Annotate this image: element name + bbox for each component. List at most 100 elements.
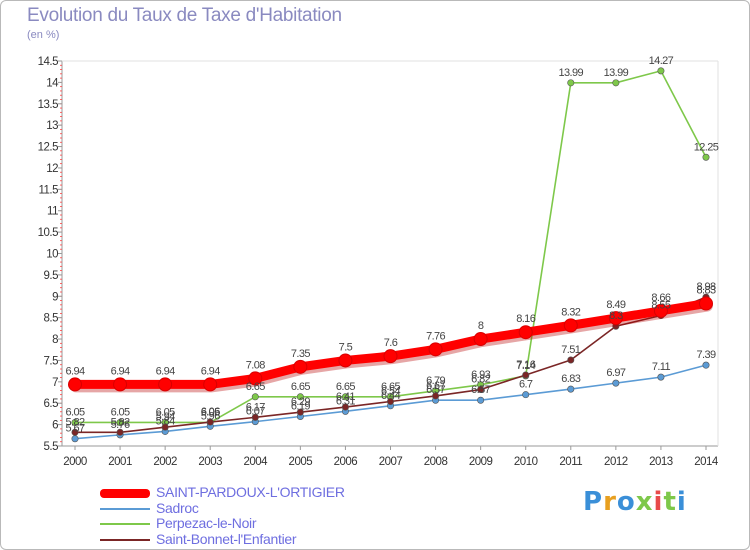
data-label: 7.08 <box>246 359 265 371</box>
data-point <box>699 296 713 311</box>
data-labels-layer: 6.05 6.05 6.05 6.05 6.65 6.65 6.65 6.65 6.79 6.93… <box>65 55 719 435</box>
data-label: 7.16 <box>516 359 535 371</box>
y-tick-label: 10 <box>46 249 58 261</box>
x-tick-label: 2008 <box>424 456 448 468</box>
legend: SAINT-PARDOUX-L'ORTIGIER Sadroc Perpezac-l… <box>100 484 420 548</box>
y-tick-label: 7 <box>52 377 58 389</box>
data-label: 8 <box>478 320 484 332</box>
data-label: 6.79 <box>426 375 445 387</box>
data-point <box>203 377 218 392</box>
y-tick-label: 7.5 <box>44 355 59 367</box>
data-label: 6.65 <box>381 381 400 393</box>
legend-swatch <box>100 538 150 541</box>
series-layer <box>68 67 713 443</box>
data-label: 8.83 <box>696 285 715 297</box>
data-label: 8.3 <box>609 310 623 322</box>
legend-label: Perpezac-le-Noir <box>156 515 257 531</box>
legend-item: SAINT-PARDOUX-L'ORTIGIER <box>100 484 420 501</box>
data-label: 6.67 <box>426 380 445 392</box>
data-point <box>428 342 443 357</box>
logo-letter: i <box>676 487 687 517</box>
data-point <box>296 393 304 401</box>
data-label: 5.67 <box>65 423 84 435</box>
logo-letter: o <box>616 487 636 517</box>
data-label: 8.66 <box>651 292 670 304</box>
data-point <box>653 303 668 318</box>
data-label: 6.94 <box>65 365 84 377</box>
data-label: 7.76 <box>426 330 445 342</box>
data-point <box>522 371 530 379</box>
data-label: 6.65 <box>336 381 355 393</box>
data-label: 6.7 <box>519 379 533 391</box>
data-point <box>113 377 128 392</box>
logo-letter: i <box>653 487 664 517</box>
legend-swatch <box>100 489 150 498</box>
x-tick-label: 2012 <box>604 456 628 468</box>
data-label: 6.44 <box>381 390 400 402</box>
x-tick-label: 2007 <box>379 456 403 468</box>
data-point <box>338 353 353 368</box>
data-label: 6.05 <box>65 406 84 418</box>
data-label: 6.65 <box>246 381 265 393</box>
x-tick-label: 2005 <box>289 456 313 468</box>
data-point <box>161 423 169 431</box>
legend-item: Saint-Bonnet-l'Enfantier <box>100 530 420 548</box>
data-label: 7.11 <box>652 361 671 373</box>
y-tick-label: 13 <box>46 120 58 132</box>
legend-swatch <box>100 507 150 510</box>
logo-letter: x <box>635 487 654 517</box>
data-label: 6.94 <box>111 365 130 377</box>
y-tick-label: 10.5 <box>38 227 58 239</box>
data-label: 6.82 <box>471 374 490 386</box>
data-label: 8.55 <box>651 300 670 312</box>
data-point <box>71 428 79 436</box>
data-point <box>518 325 533 340</box>
chart-title: Evolution du Taux de Taxe d'Habitation <box>27 5 342 26</box>
data-label: 6.29 <box>291 396 310 408</box>
data-label: 6.54 <box>381 386 400 398</box>
data-label: 6.07 <box>246 406 265 418</box>
logo-letter: r <box>603 487 617 517</box>
y-tick-label: 9.5 <box>44 270 59 282</box>
legend-label: SAINT-PARDOUX-L'ORTIGIER <box>156 484 345 500</box>
legend-item: Perpezac-le-Noir <box>100 515 420 532</box>
y-tick-label: 8 <box>52 334 58 346</box>
legend-label: Saint-Bonnet-l'Enfantier <box>156 530 297 547</box>
legend-label: Sadroc <box>156 499 199 516</box>
data-label: 8.16 <box>516 313 535 325</box>
data-point <box>563 318 578 333</box>
data-label: 5.96 <box>201 410 220 422</box>
x-tick-label: 2001 <box>108 456 132 468</box>
data-label: 13.99 <box>559 67 584 79</box>
data-label: 7.14 <box>516 360 535 372</box>
data-label: 6.05 <box>156 406 175 418</box>
data-point <box>71 418 79 426</box>
data-point <box>116 428 124 436</box>
x-tick-label: 2006 <box>334 456 358 468</box>
x-tick-label: 2000 <box>63 456 87 468</box>
series-0 <box>68 296 713 393</box>
y-tick-label: 13.5 <box>38 99 58 111</box>
data-point <box>612 79 620 87</box>
data-point <box>296 408 304 416</box>
data-point <box>248 371 263 386</box>
y-tick-label: 6 <box>52 420 58 432</box>
data-point <box>567 356 575 364</box>
data-point <box>68 377 82 392</box>
data-label: 7.35 <box>291 348 310 360</box>
data-point <box>522 391 530 399</box>
data-label: 5.84 <box>156 415 175 427</box>
data-label: 6.17 <box>246 401 265 413</box>
data-label: 6.05 <box>111 406 130 418</box>
brand-logo: Proxiti <box>583 487 687 517</box>
data-label: 7.39 <box>696 349 715 361</box>
data-point <box>383 349 398 364</box>
x-tick-label: 2009 <box>469 456 493 468</box>
x-tick-label: 2013 <box>649 456 673 468</box>
x-tick-label: 2002 <box>153 456 177 468</box>
data-point <box>612 379 620 387</box>
data-point <box>567 385 575 393</box>
data-label: 5.82 <box>111 416 130 428</box>
data-label: 6.57 <box>471 384 490 396</box>
